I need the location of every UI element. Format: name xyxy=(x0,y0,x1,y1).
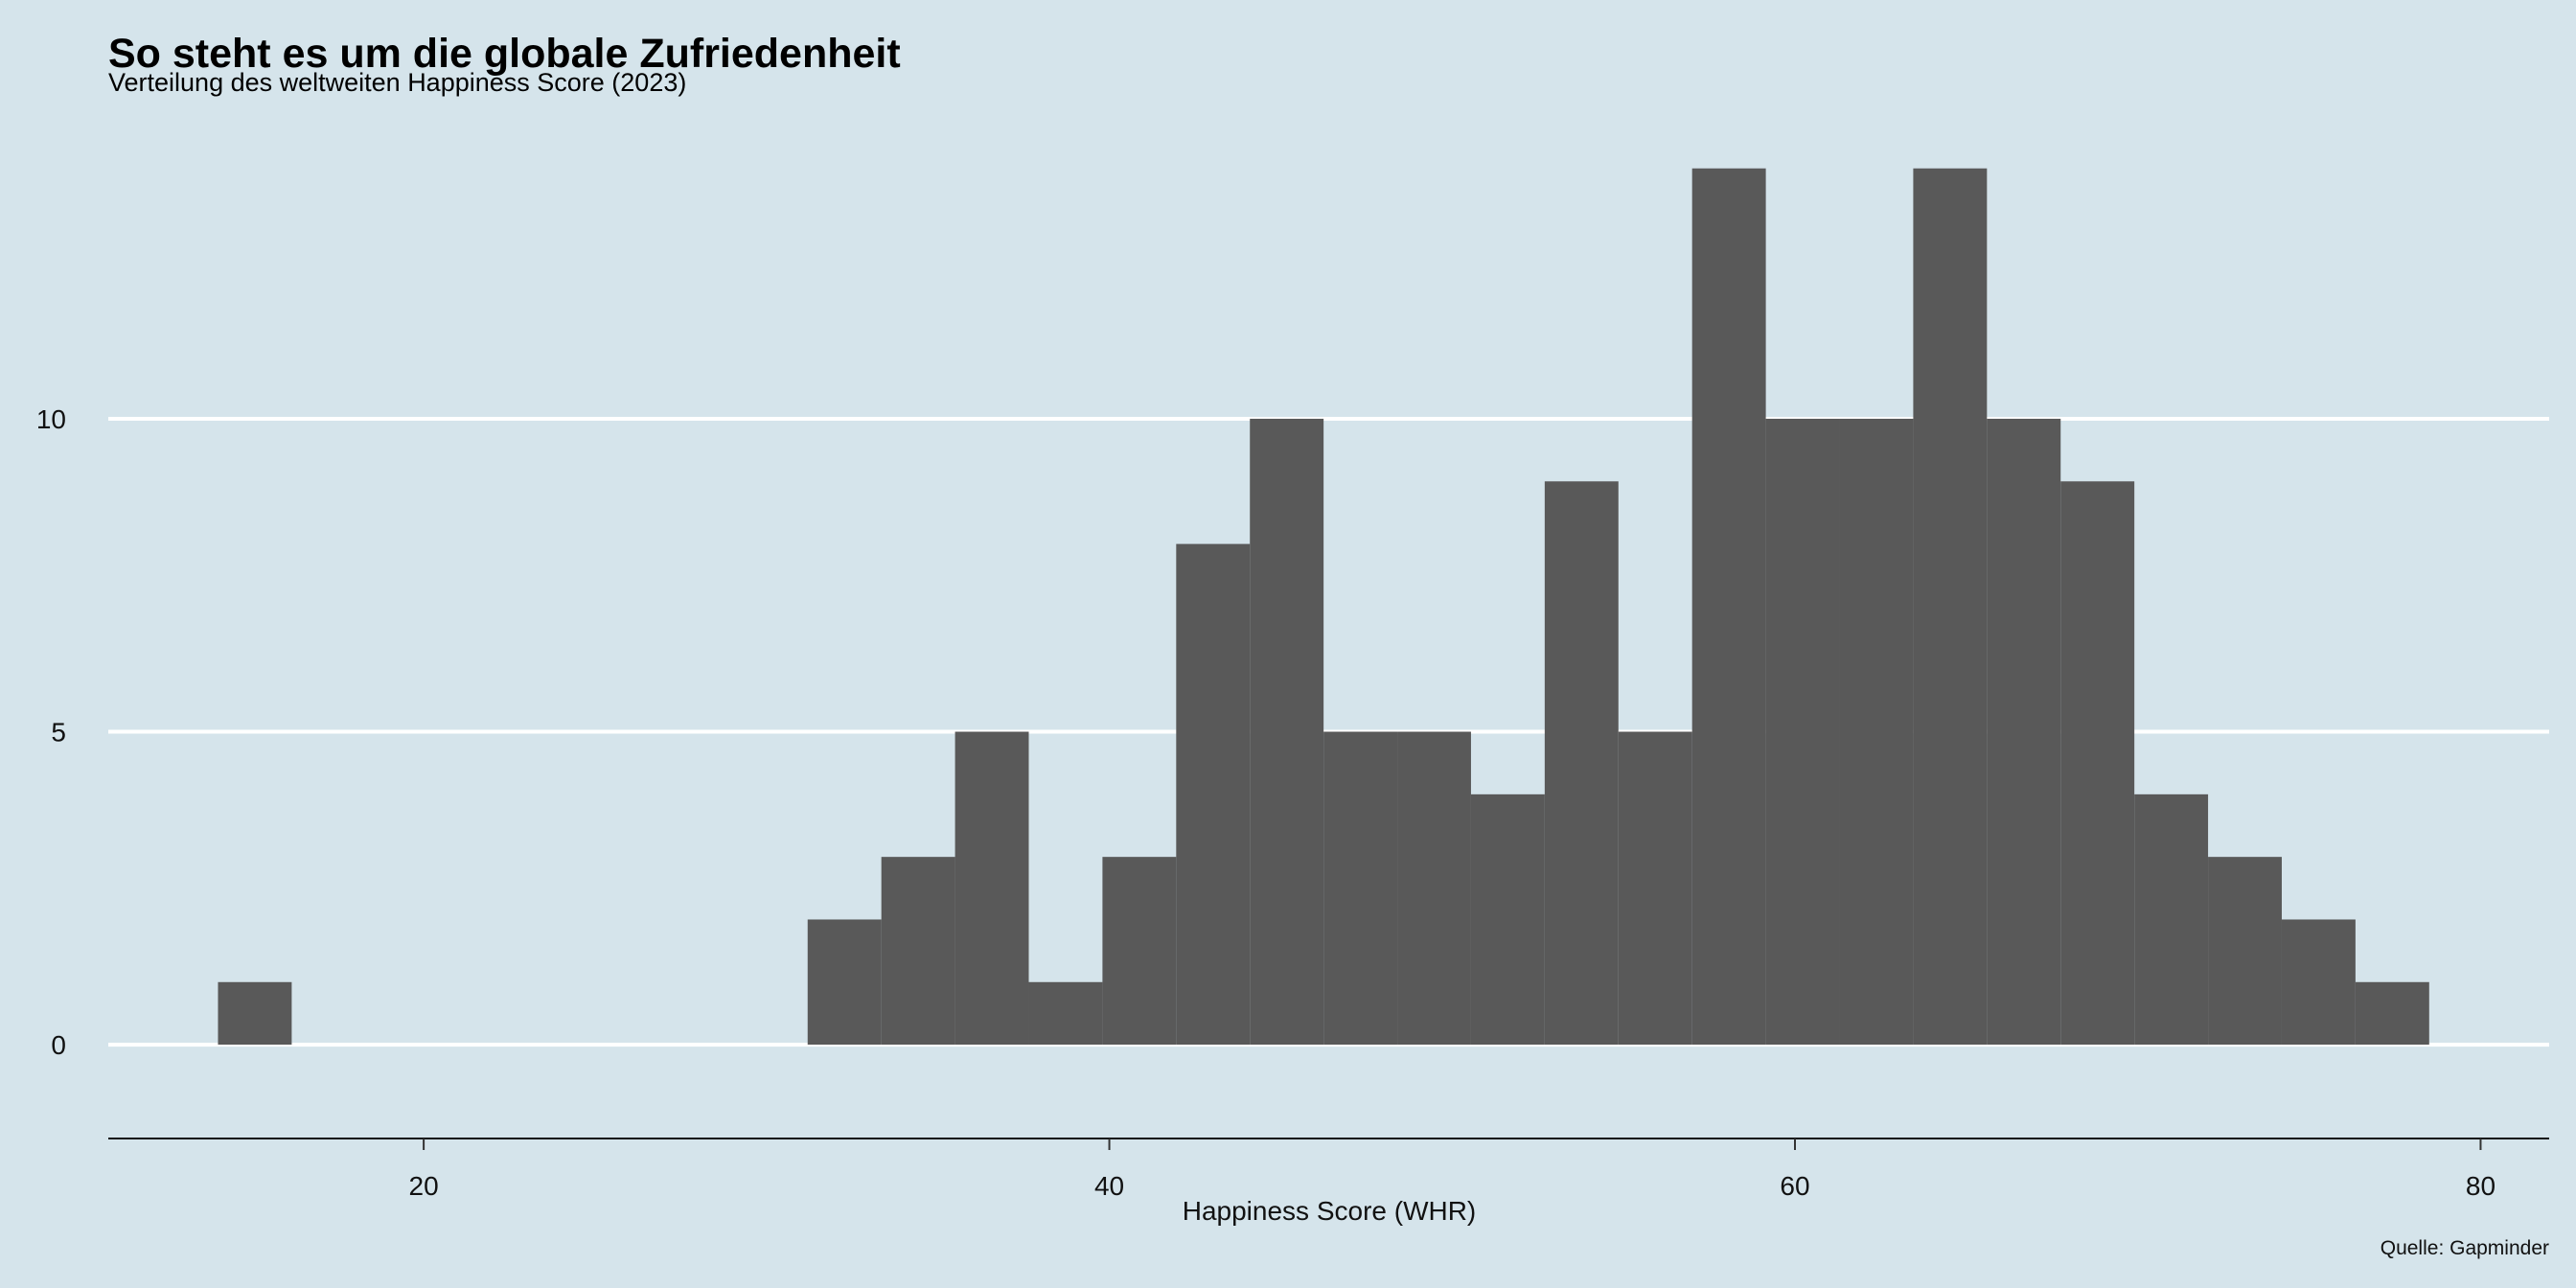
histogram-bar xyxy=(1028,981,1103,1046)
x-tick-label: 60 xyxy=(1780,1171,1809,1201)
histogram-bar xyxy=(1176,543,1251,1046)
x-tick-label: 20 xyxy=(409,1171,439,1201)
chart-title: So steht es um die globale Zufriedenheit xyxy=(108,31,901,77)
x-tick-label: 40 xyxy=(1094,1171,1124,1201)
histogram-bar xyxy=(1618,731,1692,1046)
histogram-bar xyxy=(1913,168,1988,1046)
histogram-bar xyxy=(2134,794,2209,1046)
histogram-bar xyxy=(1323,731,1398,1046)
histogram-bar xyxy=(1397,731,1471,1046)
histogram-bar xyxy=(1544,481,1619,1046)
histogram-bar xyxy=(2281,919,2356,1046)
chart-subtitle: Verteilung des weltweiten Happiness Scor… xyxy=(108,68,686,97)
histogram-bar xyxy=(1765,418,1840,1046)
histogram-bar xyxy=(881,857,955,1046)
histogram-bar xyxy=(2060,481,2135,1046)
histogram-bar xyxy=(1839,418,1914,1046)
histogram-bar xyxy=(1250,418,1324,1046)
histogram-bar xyxy=(1987,418,2061,1046)
histogram-bar xyxy=(954,731,1029,1046)
histogram-bar xyxy=(807,919,882,1046)
y-tick-label: 10 xyxy=(36,404,66,434)
x-axis-ticks: 20 40 60 80 xyxy=(409,1138,2496,1201)
x-tick-label: 80 xyxy=(2466,1171,2496,1201)
histogram-bar xyxy=(1470,794,1545,1046)
histogram-bar xyxy=(2208,857,2282,1046)
y-axis-ticks: 0 5 10 xyxy=(36,404,66,1060)
histogram-bar xyxy=(1102,857,1177,1046)
histogram-bar xyxy=(218,981,292,1046)
histogram-bar xyxy=(1691,168,1766,1046)
y-tick-label: 0 xyxy=(51,1030,66,1060)
histogram-bar xyxy=(2355,981,2429,1046)
histogram-bars xyxy=(218,168,2429,1046)
x-axis-title: Happiness Score (WHR) xyxy=(1183,1196,1477,1226)
source-caption: Quelle: Gapminder xyxy=(2380,1237,2549,1259)
y-tick-label: 5 xyxy=(51,718,66,748)
